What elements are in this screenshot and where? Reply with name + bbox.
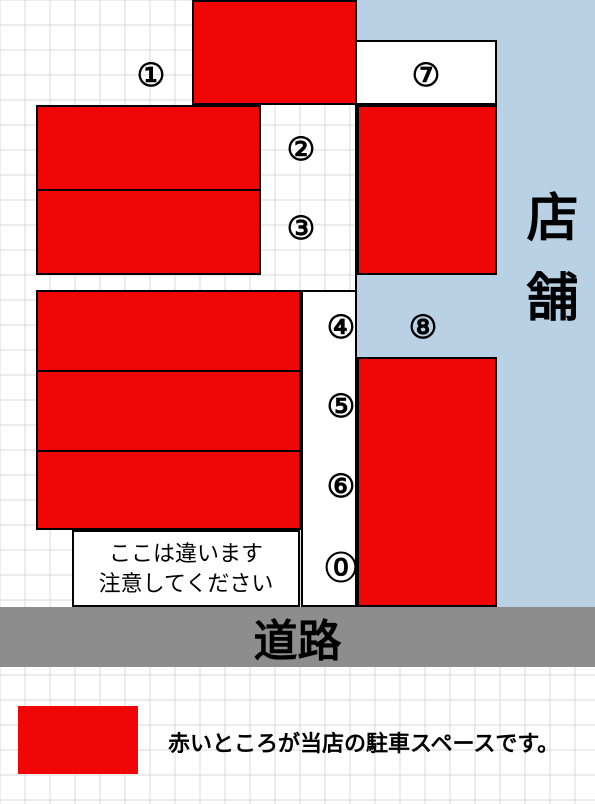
warning-box: ここは違います 注意してください	[72, 530, 300, 607]
parking-block	[357, 105, 497, 275]
slot-label-4: ④	[320, 306, 362, 348]
warning-line-2: 注意してください	[99, 569, 274, 599]
legend-swatch	[18, 706, 138, 774]
parking-block	[36, 290, 301, 530]
road-label: 道路	[254, 605, 342, 669]
parking-block	[192, 0, 357, 105]
slot-label-3: ③	[280, 207, 322, 249]
slot-label-1: ①	[130, 54, 172, 96]
slot-label-7: ⑦	[405, 54, 447, 96]
slot-label-5: ⑤	[320, 385, 362, 427]
slot-label-2: ②	[280, 128, 322, 170]
warning-line-1: ここは違います	[109, 539, 263, 569]
store-label: 店舗	[510, 190, 585, 350]
slot-label-8: ⑧	[402, 306, 444, 348]
parking-divider	[36, 189, 261, 191]
legend-text: 赤いところが当店の駐車スペースです。	[168, 726, 559, 758]
slot-label-0: ⓪	[320, 545, 362, 587]
road-bar: 道路	[0, 607, 595, 667]
parking-divider	[36, 450, 301, 452]
parking-divider	[36, 370, 301, 372]
parking-block	[357, 357, 497, 607]
slot-label-6: ⑥	[320, 465, 362, 507]
